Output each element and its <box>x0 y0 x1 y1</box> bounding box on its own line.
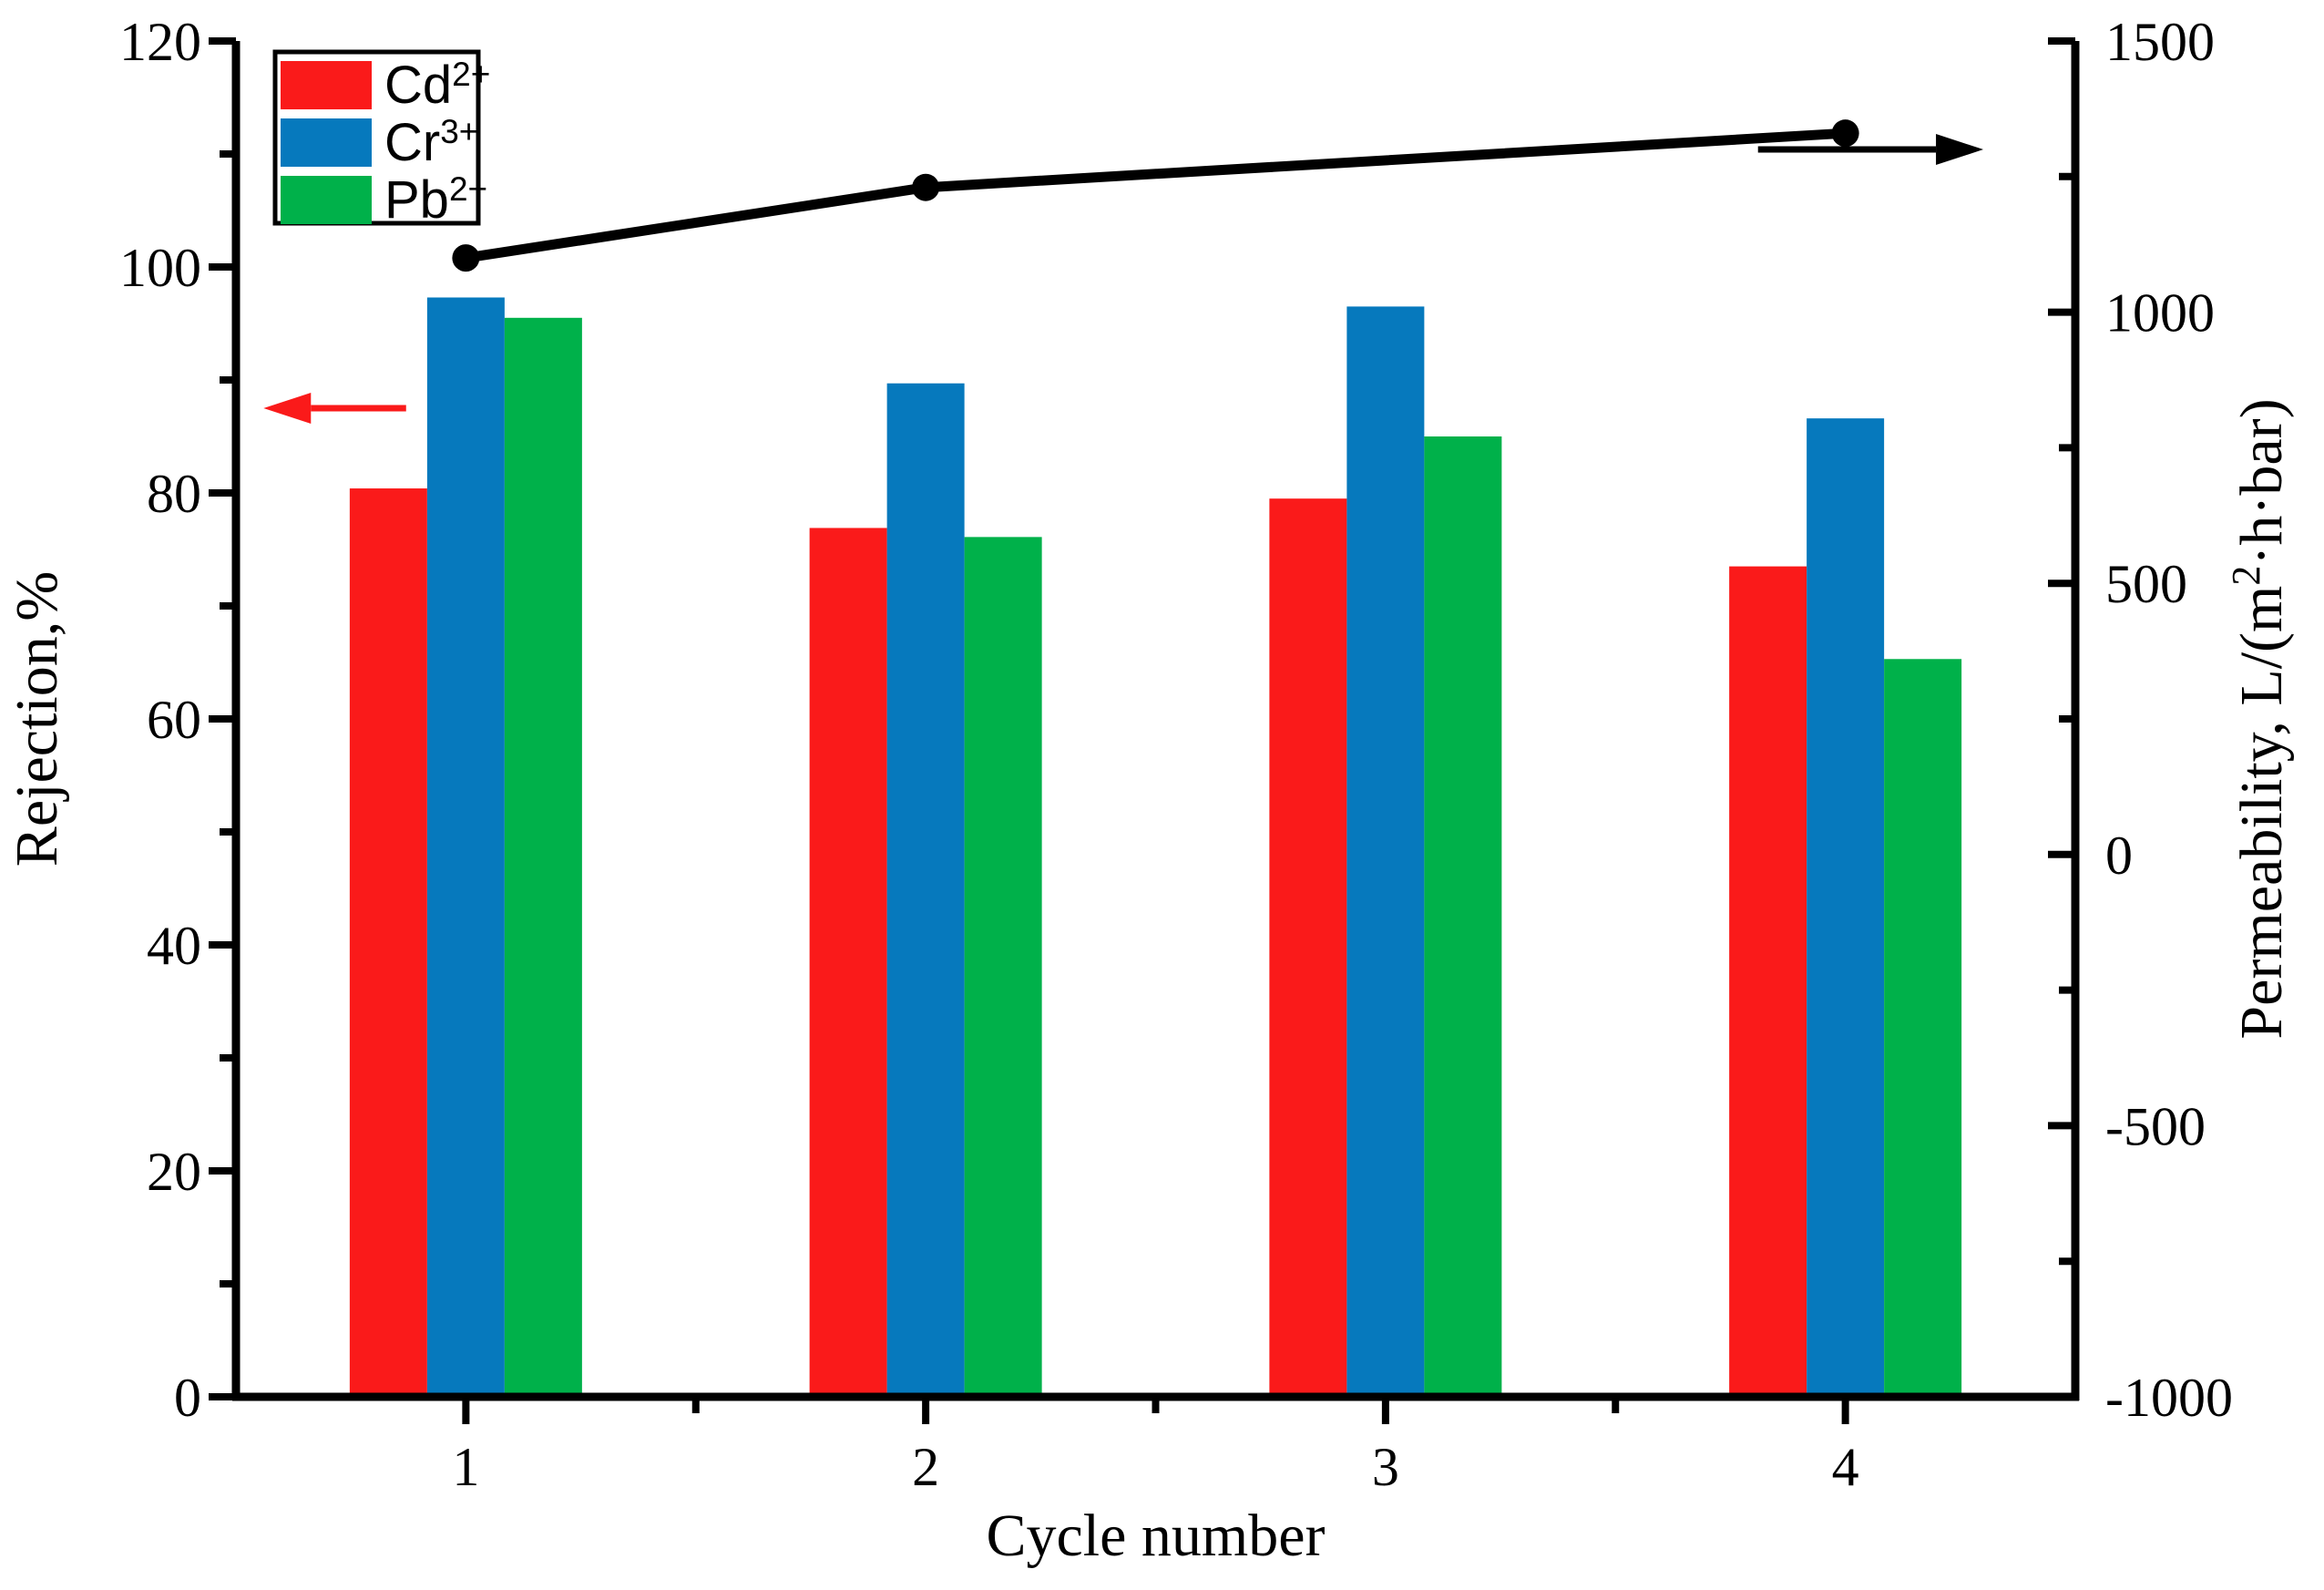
left-axis-tick-label: 100 <box>119 238 201 298</box>
x-axis-tick-label: 4 <box>1832 1437 1859 1497</box>
legend-label-cr3+: Cr3+ <box>384 113 478 172</box>
bar-cr3+-cycle-2 <box>886 383 965 1398</box>
line-layer <box>452 119 1859 272</box>
bar-pb2+-cycle-1 <box>504 317 582 1397</box>
legend-swatch-cd2+ <box>281 61 372 109</box>
legend-label-pb2+: Pb2+ <box>384 170 487 230</box>
left-axis-tick-label: 60 <box>147 690 201 750</box>
bar-pb2+-cycle-4 <box>1884 659 1962 1397</box>
right-axis-tick-label: 500 <box>2105 554 2187 614</box>
legend-swatch-cr3+ <box>281 118 372 167</box>
bar-cd2+-cycle-3 <box>1269 498 1347 1397</box>
bar-cd2+-cycle-4 <box>1729 566 1807 1397</box>
left-axis-tick-label: 0 <box>174 1368 201 1428</box>
legend-swatch-pb2+ <box>281 176 372 224</box>
bars-layer <box>349 297 1962 1398</box>
right-axis-tick-label: -500 <box>2105 1096 2206 1156</box>
bar-pb2+-cycle-3 <box>1424 436 1502 1397</box>
axes-layer <box>209 37 2080 1424</box>
labels-layer: 0 20 40 60 80 100 120 -1000 -500 0 500 1000 1500 1 2 3 4… <box>4 12 2295 1569</box>
permeability-marker-3 <box>1831 119 1859 148</box>
permeability-marker-2 <box>912 173 940 201</box>
bar-cr3+-cycle-3 <box>1346 306 1425 1397</box>
x-axis-tick-label: 1 <box>452 1437 479 1497</box>
bar-cr3+-cycle-1 <box>426 297 505 1398</box>
bar-cd2+-cycle-2 <box>809 528 887 1397</box>
right-axis-pointer-arrow-head <box>1936 134 1984 166</box>
permeability-line <box>465 128 1846 263</box>
annotations-layer <box>263 134 1984 424</box>
legend: Cd2+Cr3+Pb2+ <box>272 49 490 230</box>
x-axis-title: Cycle number <box>986 1503 1325 1569</box>
x-axis-tick-label: 2 <box>912 1437 939 1497</box>
x-axis-tick-label: 3 <box>1372 1437 1399 1497</box>
bar-cr3+-cycle-4 <box>1807 418 1885 1397</box>
right-axis-tick-label: 1000 <box>2105 283 2215 344</box>
left-axis-tick-label: 20 <box>147 1142 201 1202</box>
left-axis-tick-label: 80 <box>147 464 201 524</box>
left-axis-tick-label: 40 <box>147 916 201 976</box>
right-axis-tick-label: 0 <box>2105 826 2133 886</box>
right-axis-tick-label: 1500 <box>2105 12 2215 72</box>
bar-pb2+-cycle-2 <box>964 537 1042 1397</box>
left-axis-title: Rejection,% <box>4 571 70 867</box>
left-axis-tick-label: 120 <box>119 12 201 72</box>
legend-label-cd2+: Cd2+ <box>384 56 490 115</box>
bar-cd2+-cycle-1 <box>349 488 427 1397</box>
left-axis-pointer-arrow-head <box>263 393 312 424</box>
permeability-marker-1 <box>452 244 480 272</box>
right-axis-title: Permeability, L/(m2·h·bar) <box>2224 398 2295 1039</box>
right-axis-tick-label: -1000 <box>2105 1368 2233 1428</box>
